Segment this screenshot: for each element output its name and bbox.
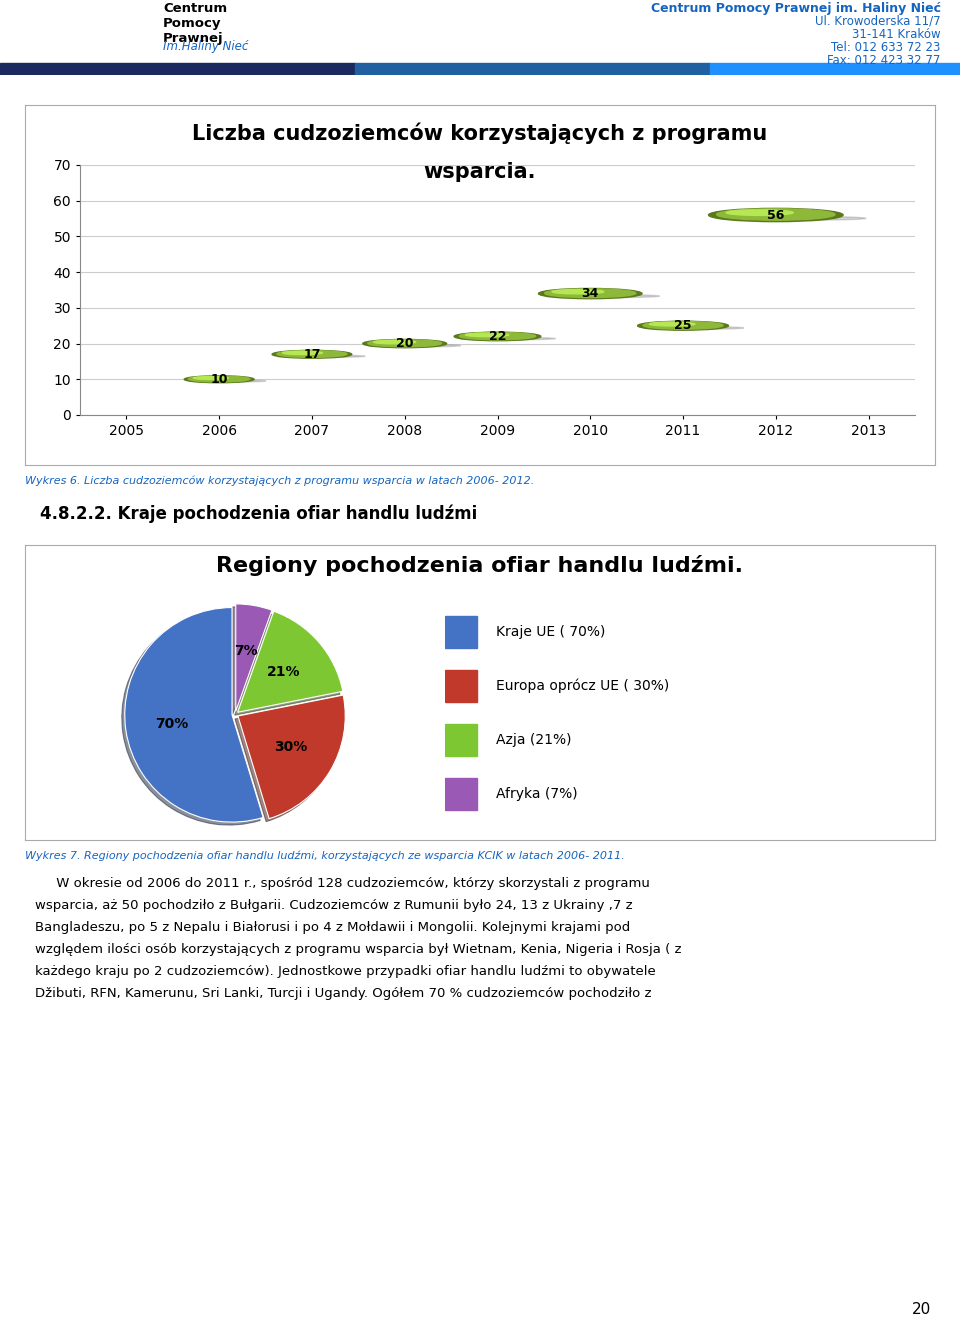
Text: Wykres 7. Regiony pochodzenia ofiar handlu ludźmi, korzystających ze wsparcia KC: Wykres 7. Regiony pochodzenia ofiar hand… — [25, 850, 625, 861]
Ellipse shape — [276, 350, 347, 357]
Text: Regiony pochodzenia ofiar handlu ludźmi.: Regiony pochodzenia ofiar handlu ludźmi. — [217, 555, 743, 577]
Wedge shape — [238, 611, 343, 712]
Bar — [445, 778, 477, 810]
Ellipse shape — [460, 333, 536, 339]
Text: 20: 20 — [396, 337, 414, 350]
Text: 7%: 7% — [234, 644, 258, 658]
Text: Bangladeszu, po 5 z Nepalu i Białorusi i po 4 z Mołdawii i Mongolii. Kolejnymi k: Bangladeszu, po 5 z Nepalu i Białorusi i… — [35, 921, 631, 935]
Text: 22: 22 — [489, 330, 506, 343]
Bar — [445, 670, 477, 701]
Text: Kraje UE ( 70%): Kraje UE ( 70%) — [495, 625, 605, 640]
Ellipse shape — [460, 338, 556, 339]
Ellipse shape — [649, 322, 695, 326]
Text: wsparcia, aż 50 pochodziło z Bułgarii. Cudzoziemców z Rumunii było 24, 13 z Ukra: wsparcia, aż 50 pochodziło z Bułgarii. C… — [35, 900, 633, 912]
Text: 31-141 Kraków: 31-141 Kraków — [852, 28, 941, 42]
Text: Afryka (7%): Afryka (7%) — [495, 787, 577, 801]
Wedge shape — [238, 695, 346, 818]
Bar — [355, 63, 710, 75]
Ellipse shape — [368, 339, 442, 347]
Ellipse shape — [189, 380, 266, 382]
Ellipse shape — [466, 333, 509, 337]
Ellipse shape — [552, 290, 604, 294]
Text: Azja (21%): Azja (21%) — [495, 734, 571, 747]
Bar — [0, 63, 355, 75]
Ellipse shape — [363, 339, 446, 347]
Text: każdego kraju po 2 cudzoziemców). Jednostkowe przypadki ofiar handlu ludźmi to o: każdego kraju po 2 cudzoziemców). Jednos… — [35, 966, 656, 979]
Text: Fax: 012 423 32 77: Fax: 012 423 32 77 — [828, 54, 941, 67]
Bar — [710, 63, 960, 75]
Ellipse shape — [717, 209, 835, 220]
Text: Ul. Krowoderska 11/7: Ul. Krowoderska 11/7 — [815, 15, 941, 28]
Text: 17: 17 — [303, 347, 321, 361]
Text: 30%: 30% — [274, 740, 307, 755]
Text: 34: 34 — [582, 287, 599, 300]
Text: Centrum Pomocy Prawnej im. Haliny Nieć: Centrum Pomocy Prawnej im. Haliny Nieć — [651, 1, 941, 15]
Text: Tel: 012 633 72 23: Tel: 012 633 72 23 — [831, 42, 941, 54]
Ellipse shape — [637, 322, 729, 330]
Text: 20: 20 — [912, 1302, 931, 1317]
Text: Džibuti, RFN, Kamerunu, Sri Lanki, Turcji i Ugandy. Ogółem 70 % cudzoziemców poc: Džibuti, RFN, Kamerunu, Sri Lanki, Turcj… — [35, 987, 652, 1000]
Bar — [445, 724, 477, 756]
Ellipse shape — [644, 327, 744, 330]
Ellipse shape — [544, 288, 636, 298]
Text: W okresie od 2006 do 2011 r., spośród 128 cudzoziemców, którzy skorzystali z pro: W okresie od 2006 do 2011 r., spośród 12… — [35, 877, 650, 890]
Ellipse shape — [193, 377, 228, 380]
Ellipse shape — [643, 322, 723, 329]
Ellipse shape — [184, 375, 254, 382]
Ellipse shape — [272, 350, 351, 358]
Wedge shape — [236, 603, 272, 711]
Wedge shape — [125, 607, 263, 822]
Text: Centrum
Pomocy
Prawnej: Centrum Pomocy Prawnej — [163, 1, 228, 46]
Text: Liczba cudzoziemców korzystających z programu: Liczba cudzoziemców korzystających z pro… — [192, 122, 768, 143]
Ellipse shape — [718, 216, 866, 220]
Bar — [445, 617, 477, 648]
Text: 56: 56 — [767, 209, 784, 221]
Ellipse shape — [369, 345, 461, 347]
Ellipse shape — [373, 341, 416, 343]
Ellipse shape — [545, 295, 660, 298]
Ellipse shape — [277, 355, 366, 358]
Ellipse shape — [539, 288, 642, 299]
Ellipse shape — [282, 351, 323, 354]
Text: 70%: 70% — [155, 717, 188, 731]
Ellipse shape — [188, 375, 250, 382]
Text: Wykres 6. Liczba cudzoziemców korzystających z programu wsparcia w latach 2006- : Wykres 6. Liczba cudzoziemców korzystają… — [25, 476, 535, 487]
Text: 10: 10 — [210, 373, 228, 386]
Text: Im.Haliny Nieć: Im.Haliny Nieć — [163, 40, 249, 54]
Text: wsparcia.: wsparcia. — [423, 161, 537, 181]
Text: 4.8.2.2. Kraje pochodzenia ofiar handlu ludźmi: 4.8.2.2. Kraje pochodzenia ofiar handlu … — [40, 504, 477, 523]
Text: 25: 25 — [674, 319, 692, 333]
Ellipse shape — [708, 208, 843, 221]
Text: Europa oprócz UE ( 30%): Europa oprócz UE ( 30%) — [495, 679, 669, 693]
Text: względem ilości osób korzystających z programu wsparcia był Wietnam, Kenia, Nige: względem ilości osób korzystających z pr… — [35, 944, 682, 956]
Text: 21%: 21% — [267, 665, 300, 680]
Ellipse shape — [454, 333, 540, 341]
Ellipse shape — [726, 209, 793, 216]
